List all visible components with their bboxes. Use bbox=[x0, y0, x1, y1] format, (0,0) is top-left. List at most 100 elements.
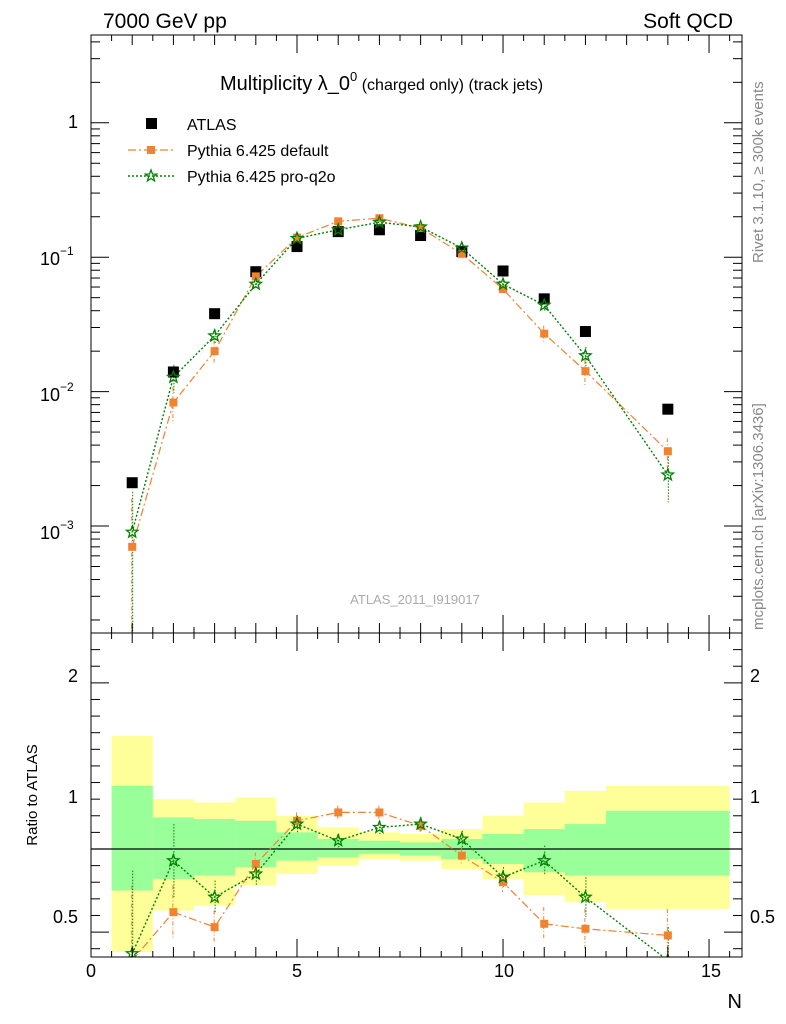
legend: ATLAS Pythia 6.425 default Pythia 6.425 … bbox=[128, 117, 336, 186]
ratio-tick-label-05-right: 0.5 bbox=[750, 907, 775, 927]
uncertainty-band-inner bbox=[564, 824, 607, 876]
data-point-proq2o bbox=[495, 276, 511, 291]
ratio-point-proq2o bbox=[413, 816, 429, 831]
legend-marker-proq2o bbox=[143, 168, 159, 183]
ratio-point-proq2o bbox=[577, 889, 593, 904]
uncertainty-band-inner bbox=[276, 832, 318, 861]
data-point-default bbox=[663, 447, 672, 456]
ratio-point-proq2o bbox=[207, 889, 223, 904]
analysis-label: ATLAS_2011_I919017 bbox=[350, 592, 480, 607]
data-point-atlas bbox=[373, 224, 385, 236]
data-point-atlas bbox=[126, 477, 138, 489]
data-point-proq2o bbox=[577, 347, 593, 363]
data-point-default bbox=[581, 367, 590, 376]
ratio-axis-label: Ratio to ATLAS bbox=[24, 744, 41, 845]
data-point-default bbox=[416, 223, 425, 232]
plot-title-tail: (charged only) (track jets) bbox=[357, 77, 543, 94]
uncertainty-band-inner bbox=[606, 810, 730, 876]
data-point-proq2o bbox=[248, 276, 264, 291]
ratio-point-default bbox=[499, 878, 508, 887]
ratio-panel-border bbox=[90, 632, 743, 958]
legend-label-default: Pythia 6.425 default bbox=[187, 143, 329, 160]
ratio-point-default bbox=[540, 919, 549, 928]
header-right: Soft QCD bbox=[643, 10, 733, 33]
ratio-panel-series bbox=[124, 805, 672, 957]
data-point-atlas bbox=[291, 241, 303, 253]
data-point-proq2o bbox=[165, 369, 181, 384]
data-point-atlas bbox=[662, 403, 674, 415]
data-point-default bbox=[251, 272, 260, 281]
series-line-default bbox=[131, 217, 669, 547]
data-point-default bbox=[334, 217, 343, 226]
ratio-point-default bbox=[375, 808, 384, 817]
ratio-point-default bbox=[457, 851, 466, 860]
ratio-point-proq2o bbox=[165, 852, 181, 867]
data-point-proq2o bbox=[124, 524, 140, 539]
uncertainty-band-inner bbox=[235, 820, 277, 868]
y-tick-mantissa: 10 bbox=[40, 249, 60, 269]
ratio-panel-bands bbox=[91, 736, 742, 953]
data-point-atlas bbox=[415, 230, 427, 242]
ratio-point-default bbox=[210, 923, 219, 932]
y-tick-label: 10 bbox=[40, 523, 60, 543]
plot-title-main: Multiplicity λ_0 bbox=[220, 73, 350, 95]
x-tick-label: 10 bbox=[494, 961, 514, 981]
data-point-default bbox=[128, 542, 137, 551]
rivet-label: Rivet 3.1.10, ≥ 300k events bbox=[750, 81, 767, 263]
uncertainty-band-inner bbox=[523, 829, 565, 873]
data-point-proq2o bbox=[454, 240, 470, 255]
x-tick-label: 15 bbox=[701, 961, 721, 981]
data-point-default bbox=[210, 347, 219, 356]
y-tick-label: 10 bbox=[40, 385, 60, 405]
x-axis-label: N bbox=[728, 991, 742, 1013]
ratio-tick-label-1-right: 1 bbox=[750, 787, 760, 807]
plot-title-sup: 0 bbox=[350, 69, 357, 84]
plot-title: Multiplicity λ_00 (charged only) (track … bbox=[220, 69, 543, 95]
y-tick-exponent: −3 bbox=[60, 518, 74, 532]
ratio-tick-label-1: 1 bbox=[68, 787, 78, 807]
ratio-tick-label-05: 0.5 bbox=[53, 907, 78, 927]
data-point-default bbox=[457, 249, 466, 258]
data-point-proq2o bbox=[289, 230, 305, 245]
data-point-proq2o bbox=[207, 327, 223, 343]
data-point-atlas bbox=[579, 326, 591, 338]
data-point-default bbox=[375, 214, 384, 223]
ratio-tick-label-2-right: 2 bbox=[750, 666, 760, 686]
y-tick-labels: 1 10 −1 10 −2 10 −3 bbox=[40, 112, 78, 543]
main-panel-series bbox=[124, 214, 676, 633]
series-line-proq2o bbox=[131, 221, 669, 533]
data-point-proq2o bbox=[660, 466, 676, 482]
header-left: 7000 GeV pp bbox=[103, 10, 227, 33]
y-tick-mantissa: 10 bbox=[40, 523, 60, 543]
legend-label-proq2o: Pythia 6.425 pro-q2o bbox=[187, 169, 336, 186]
data-point-proq2o bbox=[371, 214, 387, 229]
mcplots-label: mcplots.cern.ch [arXiv:1306.3436] bbox=[750, 403, 767, 630]
ratio-point-default bbox=[169, 908, 178, 917]
ratio-point-proq2o bbox=[289, 816, 305, 831]
ratio-point-proq2o bbox=[330, 832, 346, 847]
uncertainty-band-inner bbox=[358, 840, 401, 854]
ratio-panel-frame bbox=[90, 632, 743, 958]
ratio-point-default bbox=[334, 808, 343, 817]
ratio-point-proq2o bbox=[454, 831, 470, 846]
legend-label-atlas: ATLAS bbox=[187, 117, 237, 134]
ratio-point-proq2o bbox=[248, 866, 264, 881]
ratio-point-default bbox=[663, 931, 672, 940]
data-point-atlas bbox=[497, 265, 509, 277]
data-point-default bbox=[499, 285, 508, 294]
ratio-point-proq2o bbox=[495, 869, 511, 884]
legend-marker-atlas bbox=[146, 118, 157, 129]
data-point-default bbox=[169, 398, 178, 407]
data-point-atlas bbox=[209, 308, 221, 320]
uncertainty-band-inner bbox=[111, 785, 153, 891]
x-tick-label: 5 bbox=[292, 961, 302, 981]
y-tick-label: 1 bbox=[68, 112, 78, 132]
ratio-point-default bbox=[293, 816, 302, 825]
ratio-tick-label-2: 2 bbox=[68, 666, 78, 686]
data-point-proq2o bbox=[413, 219, 429, 234]
data-point-default bbox=[540, 329, 549, 338]
uncertainty-band-inner bbox=[194, 819, 236, 876]
uncertainty-band-inner bbox=[317, 839, 359, 858]
y-tick-exponent: −1 bbox=[60, 244, 74, 258]
